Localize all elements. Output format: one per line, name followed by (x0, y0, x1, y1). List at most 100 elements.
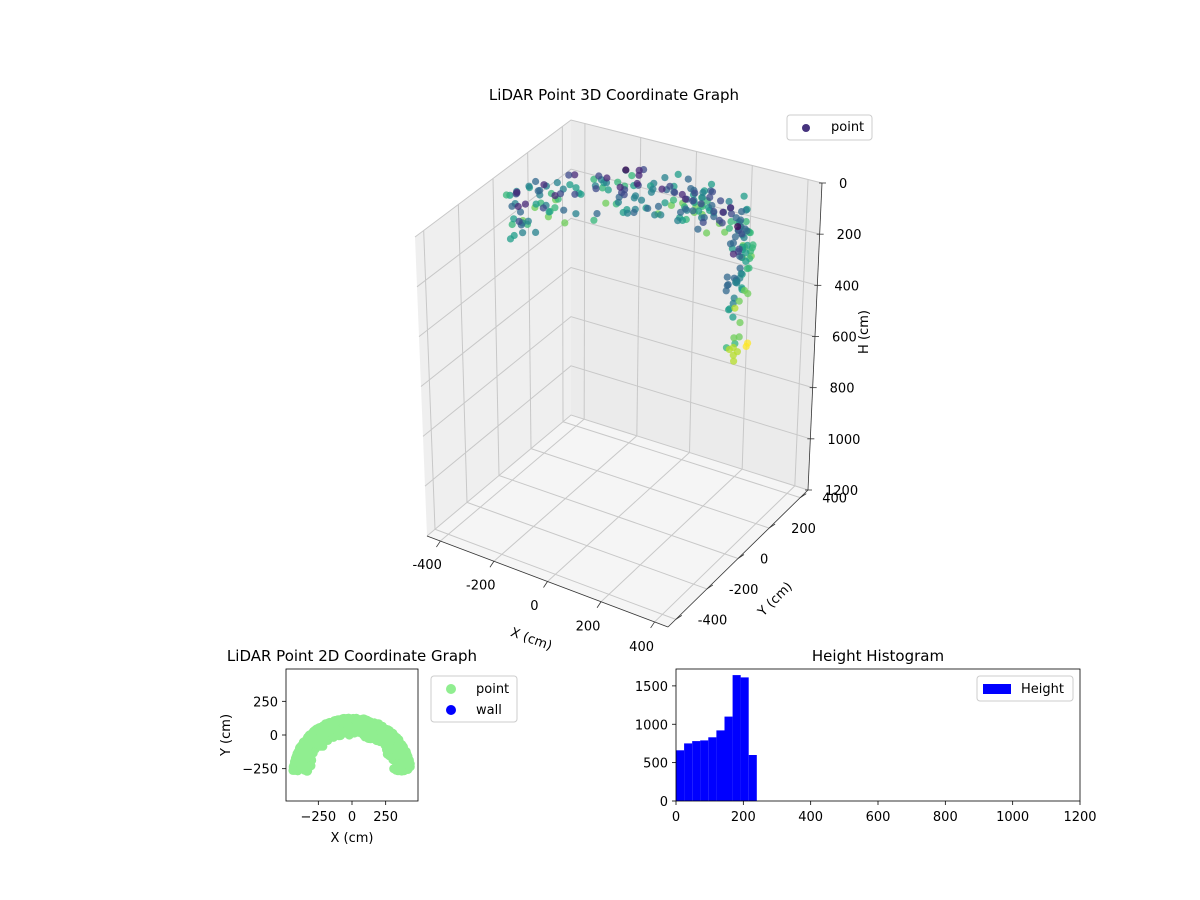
point-3d (710, 213, 718, 221)
point-3d (657, 211, 665, 219)
x-tick-label-hist: 800 (933, 810, 958, 825)
hist-bar (716, 730, 725, 801)
point-3d (729, 313, 737, 321)
point-3d (723, 273, 731, 281)
point-3d (571, 190, 579, 198)
x-tick-label-3d: 200 (576, 619, 601, 634)
grid-line-y-floor (562, 421, 801, 499)
point-3d (725, 197, 733, 206)
x-tick-3d (543, 581, 548, 588)
legend-3d-box (786, 114, 873, 141)
point-3d (725, 345, 733, 354)
point-3d (644, 204, 652, 212)
point-3d (566, 181, 574, 189)
point-3d (742, 257, 750, 265)
point-3d (618, 189, 626, 197)
hist-bar (684, 743, 693, 801)
x-tick-label-hist: 600 (866, 810, 891, 825)
legend-2d-point-marker (446, 684, 456, 694)
point-2d (342, 715, 352, 725)
x-tick-label-hist: 1000 (996, 810, 1029, 825)
point-3d (684, 175, 692, 183)
point-2d (374, 722, 384, 732)
grid-line-z (414, 119, 823, 238)
point-3d (725, 306, 733, 314)
point-3d (699, 218, 707, 226)
point-3d (694, 225, 702, 233)
point-3d (729, 250, 738, 258)
point-3d (743, 265, 751, 273)
point-3d (743, 241, 752, 249)
legend-hist-box (976, 675, 1074, 702)
point-3d (727, 210, 736, 218)
y-tick-3d (706, 584, 714, 590)
point-3d (717, 197, 725, 205)
point-3d (630, 194, 638, 202)
y-tick-label-3d: 0 (760, 553, 768, 568)
y-tick-label-hist: 500 (643, 757, 668, 772)
z-tick-label-3d: 800 (830, 382, 855, 397)
x-axis-label-2d: X (cm) (331, 831, 374, 846)
y-tick-label-2d: 250 (253, 695, 278, 710)
point-3d (742, 218, 750, 226)
point-3d (732, 278, 740, 286)
point-3d (730, 334, 738, 342)
point-3d (743, 227, 751, 235)
point-3d (708, 201, 716, 210)
point-3d (669, 196, 678, 204)
x-tick-label-3d: 400 (629, 640, 654, 655)
point-3d (571, 171, 579, 179)
point-3d (707, 180, 716, 188)
z-tick-label-3d: 0 (839, 177, 847, 192)
y-tick-label-3d: -200 (729, 583, 759, 598)
chart-2d: LiDAR Point 2D Coordinate Graph −250 0 250… (219, 647, 518, 846)
point-3d (592, 185, 600, 193)
point-3d (590, 216, 598, 224)
legend-2d-point-label: point (476, 682, 509, 697)
point-3d (622, 166, 630, 174)
z-tick-label-3d: 400 (834, 279, 859, 294)
point-3d (628, 172, 636, 180)
y-tick-label-hist: 1500 (635, 680, 668, 695)
point-3d (740, 286, 749, 295)
point-2d (331, 716, 341, 726)
point-3d (706, 193, 714, 201)
grid-line-z (424, 365, 811, 487)
point-3d (595, 172, 603, 180)
point-3d (735, 333, 743, 341)
x-tick-label-3d: -200 (466, 579, 496, 594)
point-3d (689, 207, 697, 215)
point-3d (727, 204, 735, 212)
point-3d (736, 319, 744, 327)
point-3d (730, 357, 738, 365)
y-tick-label-3d: 200 (791, 522, 816, 537)
point-3d (539, 204, 547, 212)
point-3d (691, 189, 699, 197)
point-3d (572, 210, 580, 218)
z-tick-label-3d: 1000 (827, 433, 860, 448)
point-3d (508, 202, 516, 210)
point-3d (738, 208, 746, 216)
grid-line-z (416, 168, 820, 288)
z-tick-label-3d: 600 (832, 331, 857, 346)
hist-bar (732, 675, 741, 801)
legend-3d-marker (802, 124, 810, 132)
point-3d (729, 351, 737, 359)
point-3d (603, 174, 611, 182)
point-2d (354, 727, 364, 737)
point-3d (519, 229, 527, 237)
point-2d (351, 715, 361, 725)
point-3d (666, 182, 674, 190)
point-2d (369, 733, 379, 742)
point-3d (556, 190, 565, 198)
grid-line-z (420, 266, 816, 387)
point-3d (532, 228, 540, 236)
point-3d (536, 186, 544, 195)
grid-line-y-floor (498, 475, 739, 559)
point-3d (742, 249, 750, 257)
chart-3d-title: LiDAR Point 3D Coordinate Graph (489, 86, 739, 104)
point-3d (532, 200, 540, 208)
pane-left (415, 120, 571, 536)
point-3d (540, 181, 548, 189)
hist-bar (748, 755, 757, 801)
